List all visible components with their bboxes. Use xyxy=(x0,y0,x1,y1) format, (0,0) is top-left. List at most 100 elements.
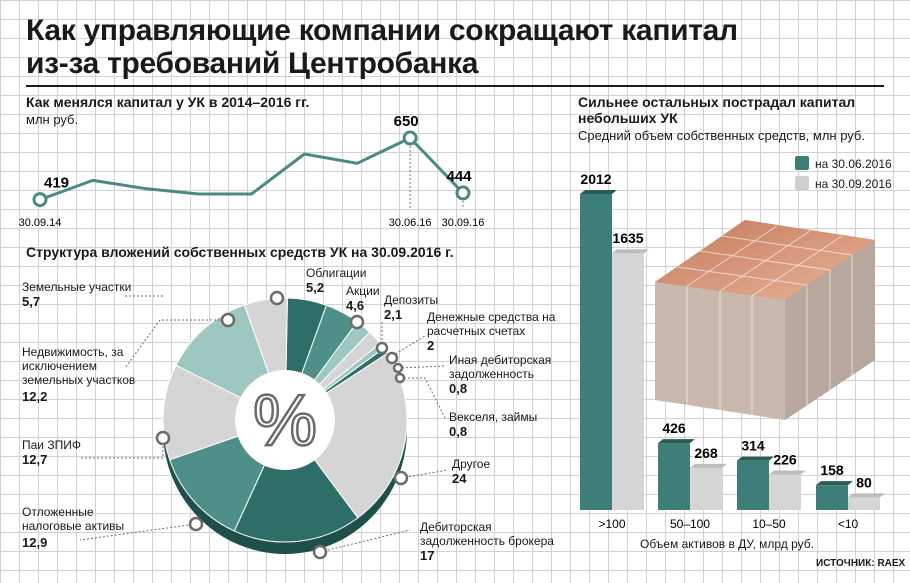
leader-cash xyxy=(391,335,426,357)
pie-label-stocks-value: 4,6 xyxy=(346,298,365,313)
pie-hole xyxy=(235,370,335,470)
legend-swatch-jun xyxy=(795,156,809,170)
marker-realty xyxy=(220,312,236,328)
line-point-value: 650 xyxy=(394,113,419,130)
leader-broker xyxy=(319,529,411,553)
marker-stocks xyxy=(349,314,365,330)
bar-value-label: 314 xyxy=(741,438,765,454)
legend-label-sep: на 30.09.2016 xyxy=(815,177,892,191)
leader-bills xyxy=(400,377,446,419)
marker-bills xyxy=(394,372,406,384)
page-title-line1: Как управляющие компании сокращают капит… xyxy=(26,14,738,47)
bar-chart-subtitle: Средний объем собственных средств, млн р… xyxy=(578,128,865,143)
legend-swatch-sep xyxy=(795,176,809,190)
bar-top xyxy=(769,470,806,475)
pie-label-deposits-name: Депозиты xyxy=(384,293,439,307)
page-title-line2: из-за требований Центробанка xyxy=(26,47,479,80)
pie-label-bills-name: Векселя, займы xyxy=(449,410,538,424)
bar-value-label: 2012 xyxy=(580,171,611,187)
pie-label-cash-name: Денежные средства на расчетных счетах xyxy=(427,310,556,338)
line-chart-unit: млн руб. xyxy=(26,112,79,127)
marker-other xyxy=(393,470,409,486)
bar-top xyxy=(690,463,727,468)
pie-label-bills-value: 0,8 xyxy=(449,424,468,439)
pie-slice xyxy=(233,419,359,543)
bar-value-label: 268 xyxy=(694,445,718,461)
bar xyxy=(816,485,848,510)
line-point xyxy=(402,130,418,146)
bar-chart-xlabel: Объем активов в ДУ, млрд руб. xyxy=(640,537,814,551)
bar xyxy=(769,474,801,510)
pie-label-tax-value: 12,9 xyxy=(22,535,48,550)
bar xyxy=(612,253,644,510)
marker-other-receivables xyxy=(392,362,404,374)
pie-label-other-receivables-name: Иная дебиторская задолженность xyxy=(449,353,552,381)
line-point-date: 30.09.16 xyxy=(442,217,485,229)
bar-top xyxy=(658,439,695,444)
bar-value-label: 226 xyxy=(773,452,797,468)
bar-category-label: 10–50 xyxy=(752,517,786,531)
pie-chart-title: Структура вложений собственных средств У… xyxy=(26,244,454,260)
bar xyxy=(848,497,880,510)
pie-slice xyxy=(162,364,287,461)
bar-value-label: 426 xyxy=(662,420,686,436)
bar xyxy=(737,460,769,510)
pie-label-stocks-name: Акции xyxy=(346,284,380,298)
leader-tax xyxy=(79,523,197,541)
pie-label-cash-value: 2 xyxy=(427,338,435,353)
marker-tax xyxy=(188,516,204,532)
pie-label-bonds-name: Облигации xyxy=(306,266,367,280)
line-chart-title: Как менялся капитал у УК в 2014–2016 гг. xyxy=(26,94,310,110)
bar-value-label: 158 xyxy=(820,462,844,478)
pie-label-zpif-value: 12,7 xyxy=(22,452,48,467)
percent-icon: % xyxy=(253,381,317,461)
line-point xyxy=(455,185,471,201)
bar-top xyxy=(816,481,853,486)
bar-top xyxy=(848,493,885,498)
marker-deposits xyxy=(375,341,389,355)
page-title: Как управляющие компании сокращают капит… xyxy=(26,14,738,80)
line-point-date: 30.06.16 xyxy=(389,217,432,229)
pie-label-realty-value: 12,2 xyxy=(22,389,48,404)
bar xyxy=(580,194,612,510)
pie-label-deposits-value: 2,1 xyxy=(384,307,403,322)
leader-realty xyxy=(124,319,228,369)
line-point-value: 419 xyxy=(44,175,69,192)
marker-bonds xyxy=(269,290,285,306)
bar-value-label: 1635 xyxy=(612,230,643,246)
bar-value-label: 80 xyxy=(856,474,872,490)
leader-other-receivables xyxy=(397,365,446,369)
line-point-value: 444 xyxy=(446,168,472,185)
pie-label-realty-name: Недвижимость, за исключением земельных у… xyxy=(22,345,136,387)
pie-label-land-name: Земельные участки xyxy=(22,280,132,294)
title-rule xyxy=(26,85,884,87)
pie-label-bonds-value: 5,2 xyxy=(306,280,325,295)
bar-top xyxy=(612,249,649,254)
source-note: ИСТОЧНИК: RAEX xyxy=(816,558,906,569)
bar-category-label: 50–100 xyxy=(670,517,710,531)
banknote-stack-image xyxy=(655,220,875,420)
pie-label-other-value: 24 xyxy=(452,471,467,486)
pie-label-other-receivables-value: 0,8 xyxy=(449,381,468,396)
bar-category-label: <10 xyxy=(838,517,859,531)
legend-label-jun: на 30.06.2016 xyxy=(815,157,892,171)
line-point xyxy=(32,192,48,208)
bar xyxy=(658,443,690,510)
marker-broker xyxy=(312,544,328,560)
line-series xyxy=(39,136,465,202)
pie-label-broker-name: Дебиторская задолженность брокера xyxy=(420,520,554,548)
bar-top xyxy=(580,190,617,194)
line-point-date: 30.09.14 xyxy=(19,217,62,229)
leader-zpif xyxy=(80,438,164,459)
marker-cash xyxy=(385,351,399,365)
marker-zpif xyxy=(155,430,171,446)
bar-top xyxy=(737,456,774,461)
bar xyxy=(690,467,722,510)
pie-label-tax-name: Отложенные налоговые активы xyxy=(22,505,125,533)
pie-chart: % xyxy=(79,290,449,560)
pie-label-broker-value: 17 xyxy=(420,548,435,563)
bar-chart-title: Сильнее остальных пострадал капитал небо… xyxy=(578,94,856,126)
bar-category-label: >100 xyxy=(598,517,625,531)
pie-label-zpif-name: Паи ЗПИФ xyxy=(22,438,81,452)
